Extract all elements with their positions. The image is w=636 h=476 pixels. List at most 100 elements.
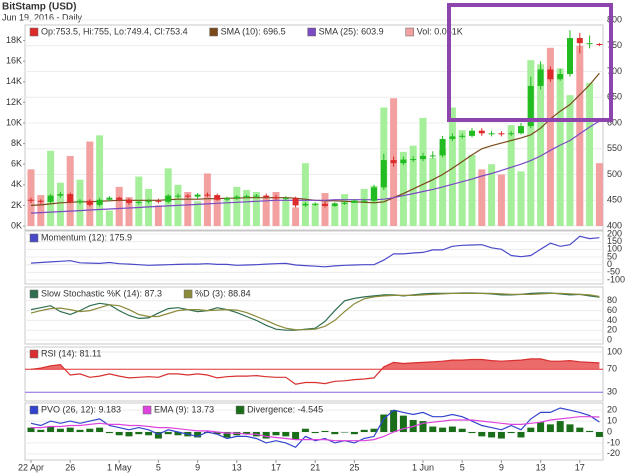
candle-body [596, 43, 603, 45]
bar [282, 432, 290, 437]
bar [537, 422, 545, 432]
bar [546, 424, 554, 432]
y-tick-label: 600 [607, 117, 622, 127]
candle-body [449, 136, 456, 139]
candle-body [429, 155, 436, 157]
legend-swatch [142, 405, 152, 415]
candle-body [273, 197, 279, 199]
bar [311, 203, 319, 226]
bar [350, 432, 358, 435]
bar [360, 429, 368, 432]
bar [115, 432, 123, 436]
line [30, 292, 600, 331]
panel-frame [24, 286, 604, 345]
bar [56, 428, 64, 432]
x-tick-label: 25 [349, 462, 359, 472]
candle-body [37, 200, 44, 202]
bar [341, 194, 349, 226]
bar [115, 186, 123, 226]
candle-body [96, 199, 103, 205]
bar [125, 197, 133, 226]
y-tick-label: 500 [607, 169, 622, 179]
bar [292, 432, 300, 440]
chart-subtitle: Jun 19, 2016 - Daily [2, 12, 83, 22]
candle-body [184, 195, 191, 197]
y2-tick-label: 8K [11, 138, 22, 148]
bar [507, 432, 515, 434]
bar [301, 428, 309, 432]
y-tick-label: -50 [607, 267, 620, 277]
legend-swatch [235, 405, 245, 415]
bar [301, 163, 309, 226]
bar [135, 432, 143, 435]
bar [311, 432, 319, 434]
legend-label: RSI (14): 81.11 [41, 348, 101, 358]
bar [321, 193, 329, 226]
candle-body [106, 197, 113, 200]
y2-tick-label: 2K [11, 200, 22, 210]
bar [292, 207, 300, 226]
candle-body [400, 159, 407, 164]
candle-body [498, 133, 505, 135]
x-tick-label: 26 [65, 462, 75, 472]
y-tick-label: 20 [607, 325, 617, 335]
candle-body [322, 203, 328, 206]
bar [321, 430, 329, 432]
bar [576, 45, 584, 226]
candle-body [263, 195, 270, 198]
bar [252, 192, 260, 226]
candle-body [175, 195, 181, 197]
bar [47, 150, 55, 226]
bar [233, 186, 241, 226]
bar [223, 432, 231, 438]
bar [419, 117, 427, 226]
candle-body [67, 194, 74, 203]
line [31, 416, 600, 442]
bar [194, 201, 202, 226]
bar [145, 432, 153, 436]
y-tick-label: 750 [607, 40, 622, 50]
x-tick-label: 21 [310, 462, 320, 472]
y-tick-label: -10 [607, 437, 620, 447]
bar [527, 427, 535, 432]
candle-body [116, 197, 123, 200]
y-tick-label: 400 [607, 220, 622, 230]
bar [76, 429, 84, 432]
candle-body [155, 200, 162, 202]
candle-body [214, 195, 221, 200]
bar [488, 432, 496, 438]
legend-swatch [29, 27, 39, 37]
x-tick-label: 17 [575, 462, 585, 472]
candle-body [165, 195, 172, 202]
line [30, 292, 600, 331]
bar [595, 163, 603, 226]
y2-tick-label: 10K [6, 117, 22, 127]
bar [37, 429, 45, 432]
y2-tick-label: 18K [6, 35, 22, 45]
candle-body [380, 160, 387, 188]
legend-swatch [29, 405, 39, 415]
bar [341, 432, 349, 433]
bar [154, 432, 162, 439]
y-tick-label: 0 [607, 334, 612, 344]
bar [184, 192, 192, 226]
bar [223, 200, 231, 226]
bar [448, 426, 456, 432]
candle-body [527, 85, 534, 127]
bar [331, 205, 339, 226]
bar [497, 174, 505, 226]
bar [576, 427, 584, 432]
bar [125, 432, 133, 437]
bar [194, 432, 202, 438]
candle-body [282, 198, 289, 200]
candle-body [420, 155, 426, 160]
bar [243, 432, 251, 435]
y-tick-label: 450 [607, 195, 622, 205]
candle-body [233, 196, 240, 199]
y-tick-label: 70 [607, 364, 617, 374]
bar [556, 68, 564, 226]
bar [399, 415, 407, 432]
candle-body [135, 201, 142, 203]
bar [566, 95, 574, 226]
bar [586, 430, 594, 432]
